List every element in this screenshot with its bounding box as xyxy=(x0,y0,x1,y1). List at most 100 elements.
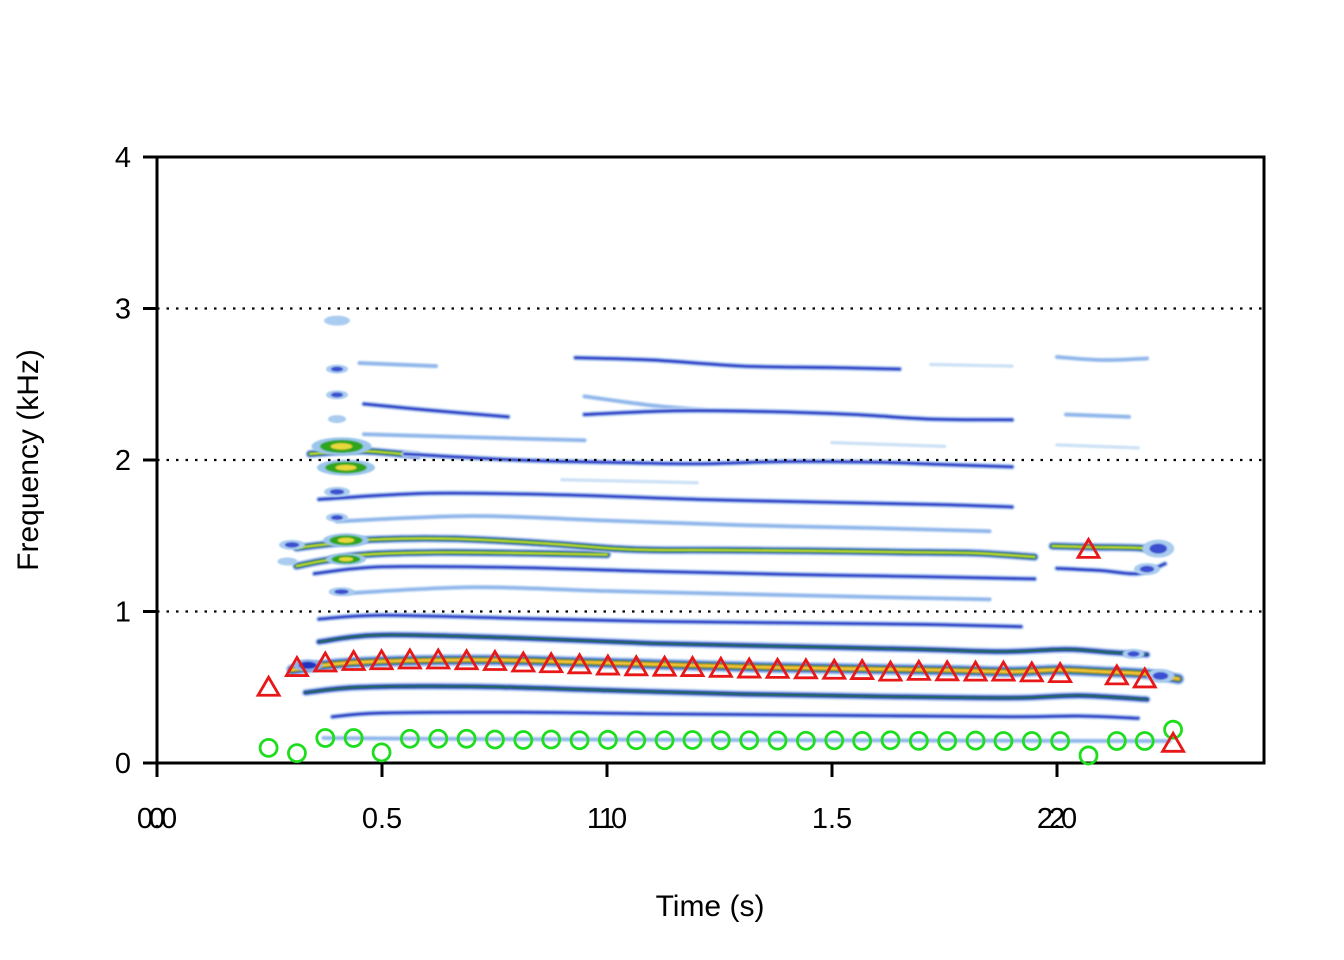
x-tick-label: 0.5 xyxy=(362,803,402,835)
pitch-marker-triangle xyxy=(1160,730,1187,753)
spectral-blob xyxy=(284,542,300,548)
f0-marker-circle xyxy=(513,730,534,750)
x-tick-label: 0.0 xyxy=(137,803,177,835)
pitch-marker-triangle xyxy=(962,659,989,682)
harmonic-band-h16b xyxy=(574,356,901,371)
pitch-marker-triangle xyxy=(849,657,876,680)
spectral-blob xyxy=(334,589,349,595)
pitch-marker-triangle xyxy=(538,650,565,674)
pitch-marker-triangle xyxy=(764,656,791,679)
f0-marker-circle xyxy=(824,730,845,751)
f0-marker-circle xyxy=(626,730,647,751)
harmonic-band-h1-f0-trace xyxy=(322,736,1171,743)
harmonic-band-h14c xyxy=(1055,443,1140,450)
harmonic-band-h14a xyxy=(362,432,586,442)
spectral-blob xyxy=(1139,565,1155,573)
pitch-marker-triangle xyxy=(990,659,1017,682)
f0-marker-circle xyxy=(1134,731,1155,751)
harmonic-band-h2 xyxy=(331,711,1140,720)
spectral-blob xyxy=(324,315,350,326)
f0-marker-circle xyxy=(767,730,788,751)
pitch-marker-triangle xyxy=(1018,660,1045,683)
f0-marker-circle xyxy=(739,730,760,751)
pitch-marker-triangle xyxy=(453,647,480,671)
f0-marker-circle xyxy=(371,742,392,763)
spectral-blob xyxy=(337,537,355,543)
f0-marker-circle xyxy=(880,730,901,751)
spectral-blob xyxy=(277,557,298,566)
f0-marker-circle xyxy=(796,730,816,751)
spectral-blob xyxy=(330,443,353,450)
pitch-marker-triangle xyxy=(1131,666,1158,689)
f0-marker-circle xyxy=(1050,731,1071,751)
harmonic-band-h10 xyxy=(335,514,991,533)
onset-blobs-layer xyxy=(277,315,1175,683)
pitch-marker-triangle xyxy=(368,647,395,671)
f0-marker-circle xyxy=(456,728,477,749)
spectral-blob xyxy=(330,392,344,398)
x-axis-title: Time (s) xyxy=(656,890,765,923)
x-tick-label: 0 xyxy=(149,803,165,835)
y-tick-label: 3 xyxy=(115,294,131,326)
spectral-blob xyxy=(329,489,345,495)
f0-marker-circle xyxy=(1106,731,1127,751)
harmonic-band-h5 xyxy=(318,634,1148,656)
f0-marker-circle xyxy=(654,730,675,751)
pitch-marker-triangle xyxy=(905,658,932,681)
spectral-blob xyxy=(338,557,354,562)
spectral-blob xyxy=(330,366,344,372)
pitch-marker-triangle xyxy=(566,652,593,675)
harmonic-band-h16c xyxy=(929,362,1014,368)
pitch-marker-triangle xyxy=(707,655,734,678)
f0-marker-circle xyxy=(1163,719,1183,740)
harmonic-band-h9-green-low xyxy=(295,551,608,567)
spectral-blob xyxy=(1152,672,1169,680)
harmonic-band-h12 xyxy=(560,477,699,485)
harmonic-band-h7 xyxy=(344,585,991,601)
harmonic-band-h9-green-hi xyxy=(295,537,1036,558)
pitch-marker-triangle xyxy=(623,654,650,677)
f0-marker-circle xyxy=(908,730,929,751)
pitch-marker-triangle xyxy=(425,647,452,670)
spectral-blob xyxy=(330,515,344,521)
y-tick-label: 0 xyxy=(115,748,131,780)
harmonic-band-h3 xyxy=(304,685,1148,701)
harmonic-band-h6 xyxy=(317,614,1023,628)
harmonic-bands-layer xyxy=(286,354,1185,744)
f0-marker-circle xyxy=(682,730,703,750)
pitch-marker-triangle xyxy=(482,648,508,671)
f0-marker-circle xyxy=(343,728,364,748)
pitch-marker-triangle xyxy=(396,647,423,670)
pitch-marker-triangle xyxy=(1103,663,1130,686)
y-axis-title: Frequency (kHz) xyxy=(12,349,45,571)
gridlines-layer xyxy=(157,307,1264,613)
f0-marker-circle xyxy=(1021,731,1042,751)
f0-marker-circle xyxy=(937,731,958,751)
x-tick-label: 1.5 xyxy=(812,803,852,835)
pitch-marker-triangle xyxy=(679,654,706,677)
harmonic-band-h15d xyxy=(1064,413,1131,419)
f0-marker-circle xyxy=(315,728,336,748)
pitch-marker-triangle xyxy=(255,674,282,697)
f0-marker-circle xyxy=(258,737,279,758)
f0-marker-circle xyxy=(852,730,873,751)
y-tick-label: 2 xyxy=(115,445,131,477)
pitch-marker-triangle xyxy=(736,656,763,679)
pitch-marker-triangle xyxy=(1047,660,1074,684)
harmonic-band-h15c xyxy=(583,409,1014,422)
y-tick-label: 1 xyxy=(115,597,131,629)
f0-marker-circle xyxy=(485,729,505,750)
f0-marker-circle xyxy=(710,730,731,751)
f0-marker-circle xyxy=(598,729,618,750)
harmonic-band-h8 xyxy=(313,565,1036,581)
pitch-marker-triangle xyxy=(340,648,367,671)
f0-marker-circle xyxy=(569,730,590,751)
x-tick-label: 1.0 xyxy=(587,803,627,835)
f0-marker-circle xyxy=(1078,745,1099,766)
spectral-blob xyxy=(335,464,357,471)
pitch-marker-triangle xyxy=(651,654,678,677)
harmonic-band-h15a xyxy=(362,402,510,419)
pitch-marker-triangle xyxy=(792,657,819,680)
spectral-blob xyxy=(1127,651,1140,657)
